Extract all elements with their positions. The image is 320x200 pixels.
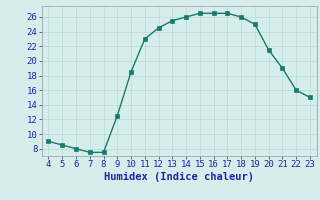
X-axis label: Humidex (Indice chaleur): Humidex (Indice chaleur) [104, 172, 254, 182]
